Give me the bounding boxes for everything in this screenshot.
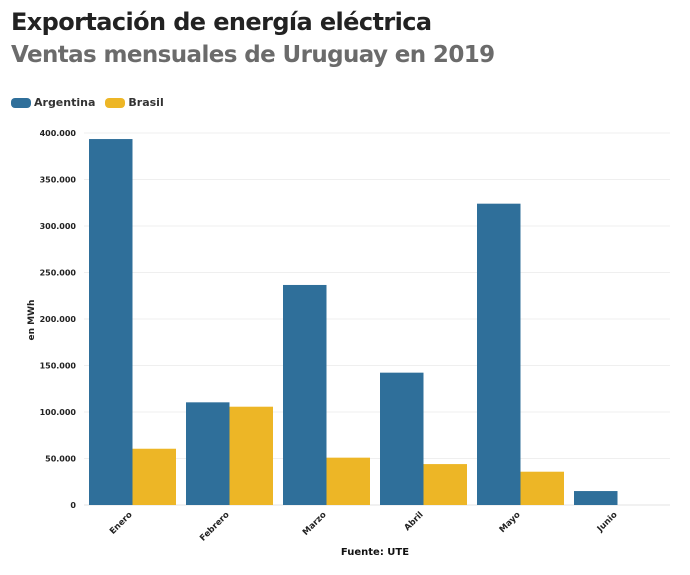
x-category-label: Mayo <box>498 510 523 535</box>
legend: Argentina Brasil <box>11 96 174 109</box>
y-tick-label: 300.000 <box>40 222 77 231</box>
legend-swatch-brasil <box>105 97 126 108</box>
x-category-label: Enero <box>108 510 135 537</box>
x-category-label: Marzo <box>301 510 329 538</box>
bar-argentina-marzo[interactable] <box>283 284 327 505</box>
y-tick-label: 100.000 <box>40 408 77 417</box>
bar-brasil-enero[interactable] <box>132 448 177 505</box>
chart-subtitle: Ventas mensuales de Uruguay en 2019 <box>11 42 495 68</box>
legend-swatch-argentina <box>11 97 31 108</box>
x-category-label: Abril <box>403 510 426 533</box>
y-tick-label: 150.000 <box>40 362 77 371</box>
x-category-label: Junio <box>595 510 620 535</box>
x-axis-categories: Enero Febrero Marzo Abril Mayo Junio <box>108 510 620 544</box>
bar-argentina-junio[interactable] <box>574 491 618 505</box>
y-tick-label: 50.000 <box>45 455 76 464</box>
y-tick-label: 400.000 <box>40 129 77 138</box>
bars <box>89 139 618 506</box>
bar-brasil-abril[interactable] <box>423 464 468 505</box>
bar-argentina-mayo[interactable] <box>477 203 521 505</box>
gridlines <box>84 132 670 506</box>
chart-title: Exportación de energía eléctrica <box>11 8 432 36</box>
bar-brasil-mayo[interactable] <box>520 471 565 505</box>
legend-item-argentina[interactable]: Argentina <box>11 96 95 109</box>
bar-argentina-abril[interactable] <box>380 372 424 505</box>
legend-item-brasil[interactable]: Brasil <box>105 96 164 109</box>
bar-brasil-febrero[interactable] <box>229 406 274 505</box>
y-tick-label: 350.000 <box>40 176 77 185</box>
y-tick-label: 0 <box>70 501 76 510</box>
y-tick-label: 200.000 <box>40 315 77 324</box>
y-tick-label: 250.000 <box>40 269 77 278</box>
y-axis-ticks: 0 50.000 100.000 150.000 200.000 250.000 300.0… <box>40 129 77 510</box>
legend-label-argentina: Argentina <box>34 96 96 109</box>
bar-brasil-marzo[interactable] <box>326 457 371 505</box>
y-axis-title: en MWh <box>27 300 37 341</box>
source-note: Fuente: UTE <box>341 547 409 558</box>
legend-label-brasil: Brasil <box>128 96 164 109</box>
bar-argentina-enero[interactable] <box>89 139 133 506</box>
bar-argentina-febrero[interactable] <box>186 402 230 505</box>
x-category-label: Febrero <box>198 510 232 544</box>
